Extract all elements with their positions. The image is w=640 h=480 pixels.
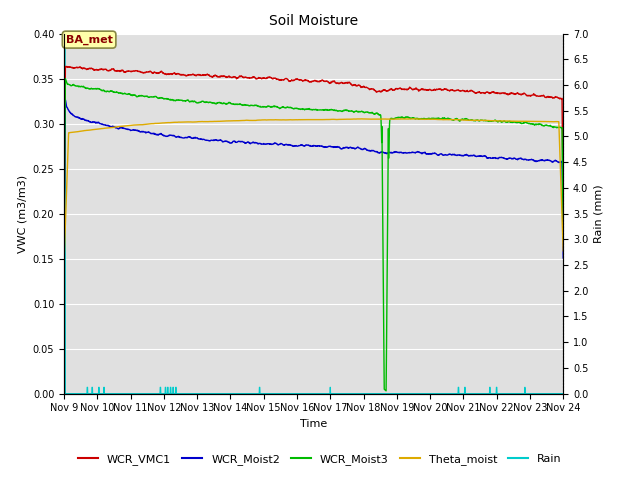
Y-axis label: VWC (m3/m3): VWC (m3/m3) (17, 175, 27, 252)
Title: Soil Moisture: Soil Moisture (269, 14, 358, 28)
Text: BA_met: BA_met (66, 35, 113, 45)
Legend: WCR_VMC1, WCR_Moist2, WCR_Moist3, Theta_moist, Rain: WCR_VMC1, WCR_Moist2, WCR_Moist3, Theta_… (74, 450, 566, 469)
Y-axis label: Rain (mm): Rain (mm) (594, 184, 604, 243)
X-axis label: Time: Time (300, 419, 327, 429)
